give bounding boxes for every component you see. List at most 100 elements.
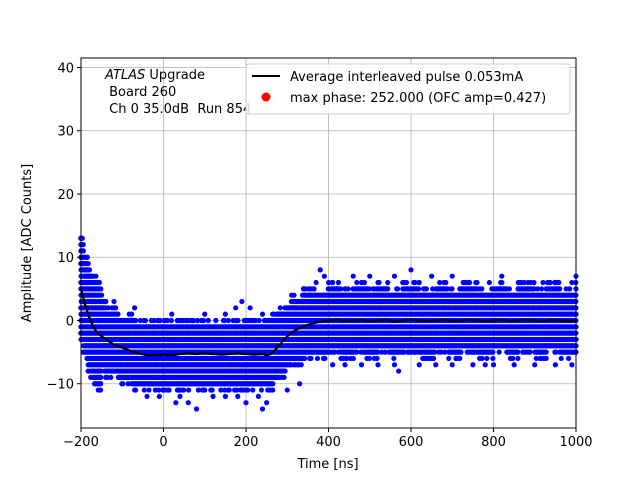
data-point — [298, 362, 304, 368]
legend-label-average: Average interleaved pulse 0.053mA — [290, 70, 523, 85]
annotation: ATLAS Upgrade Board 260 Ch 0 35.0dB Run … — [104, 68, 251, 117]
data-point — [332, 349, 338, 355]
data-point — [385, 286, 391, 292]
annotation-upgrade: Upgrade — [145, 68, 205, 83]
data-point — [277, 305, 283, 311]
data-point — [137, 317, 144, 324]
data-point — [438, 349, 444, 355]
data-point — [395, 286, 401, 292]
data-point — [441, 279, 447, 286]
annotation-line-2: Board 260 — [105, 85, 176, 100]
data-point — [528, 279, 534, 286]
data-point — [432, 349, 438, 355]
data-point — [521, 279, 527, 286]
data-point — [511, 362, 517, 368]
data-point — [88, 273, 94, 279]
data-point — [510, 355, 516, 362]
data-point — [330, 279, 336, 286]
data-point — [458, 349, 464, 355]
y-tick-label: −10 — [47, 378, 74, 393]
data-point — [96, 279, 103, 286]
data-point — [194, 317, 200, 324]
data-point — [330, 362, 336, 368]
data-point — [552, 362, 558, 368]
data-point — [201, 317, 207, 324]
y-axis-title: Amplitude [ADC Counts] — [20, 164, 35, 322]
data-point — [375, 349, 381, 355]
data-point — [342, 286, 348, 292]
data-point — [313, 279, 319, 286]
data-point — [563, 286, 569, 292]
data-point — [479, 355, 485, 362]
data-point — [429, 273, 435, 279]
data-point — [105, 305, 111, 311]
data-point — [322, 355, 328, 362]
data-point — [243, 400, 249, 406]
average-pulse-line — [79, 288, 577, 357]
annotation-line-3: Ch 0 35.0dB Run 854 — [105, 102, 251, 117]
data-point — [250, 387, 256, 393]
data-point — [301, 286, 307, 292]
data-point — [226, 387, 232, 393]
data-point — [366, 286, 372, 292]
y-tick-label: 20 — [57, 188, 74, 203]
data-point — [142, 317, 149, 324]
data-point — [281, 374, 287, 381]
data-point — [113, 305, 119, 311]
data-point — [416, 286, 422, 292]
data-point — [210, 393, 216, 399]
data-point — [270, 387, 276, 393]
data-point — [533, 355, 539, 362]
data-point — [84, 254, 90, 260]
data-point — [416, 279, 422, 286]
data-point — [400, 279, 406, 286]
x-tick-label: 0 — [159, 435, 167, 450]
data-point — [80, 260, 86, 267]
data-point — [233, 305, 239, 311]
data-point — [222, 393, 228, 399]
data-point — [314, 355, 321, 362]
data-point — [416, 362, 422, 368]
data-point — [156, 387, 162, 393]
data-point — [350, 273, 356, 279]
data-point — [391, 273, 398, 279]
annotation-atlas: ATLAS — [104, 68, 145, 83]
data-point — [358, 362, 365, 368]
data-point — [335, 279, 342, 286]
x-tick-label: 800 — [481, 435, 506, 450]
scatter-series — [78, 235, 579, 412]
data-point — [221, 317, 228, 324]
data-point — [437, 279, 443, 286]
data-point — [213, 317, 219, 324]
data-point — [534, 286, 541, 292]
y-tick-label: 40 — [57, 61, 74, 76]
data-point — [205, 317, 211, 324]
data-point — [325, 279, 332, 286]
data-point — [166, 387, 172, 393]
legend-marker-swatch — [261, 92, 271, 102]
data-point — [408, 267, 414, 273]
data-point — [342, 362, 348, 368]
data-point — [462, 279, 468, 286]
data-point — [256, 317, 262, 324]
data-point — [543, 349, 549, 355]
data-point — [258, 387, 265, 393]
data-point — [186, 387, 192, 393]
data-point — [515, 279, 521, 286]
data-point — [98, 381, 104, 387]
data-point — [247, 305, 253, 311]
data-point — [558, 355, 564, 362]
data-point — [195, 387, 201, 393]
data-point — [97, 387, 104, 393]
data-point — [490, 362, 497, 368]
data-point — [506, 286, 512, 292]
y-tick-label: 0 — [66, 314, 74, 329]
data-point — [433, 362, 439, 368]
data-point — [479, 286, 485, 292]
data-point — [239, 298, 245, 305]
data-point — [235, 393, 241, 399]
legend: Average interleaved pulse 0.053mA max ph… — [245, 63, 571, 115]
data-point — [157, 317, 163, 324]
x-tick-label: 1000 — [559, 435, 592, 450]
data-point — [367, 273, 373, 279]
